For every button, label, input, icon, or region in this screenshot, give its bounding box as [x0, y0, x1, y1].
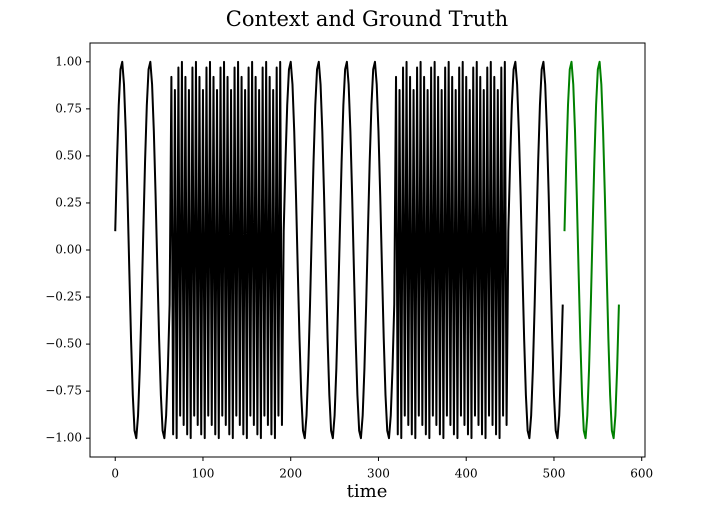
x-tick-label: 400 — [455, 467, 478, 481]
y-tick-label: −1.00 — [45, 431, 82, 445]
x-tick-label: 600 — [630, 467, 653, 481]
x-axis-label: time — [347, 481, 388, 502]
x-tick-label: 200 — [279, 467, 302, 481]
y-tick-label: 0.25 — [55, 195, 82, 209]
y-tick-label: 0.50 — [55, 148, 82, 162]
y-tick-label: 1.00 — [55, 54, 82, 68]
y-tick-label: 0.75 — [55, 101, 82, 115]
x-tick-label: 0 — [111, 467, 119, 481]
y-tick-label: −0.75 — [45, 384, 82, 398]
plot-area — [114, 60, 620, 440]
x-tick-label: 100 — [192, 467, 215, 481]
chart-title: Context and Ground Truth — [226, 7, 508, 31]
y-tick-label: 0.00 — [55, 243, 82, 257]
y-tick-label: −0.50 — [45, 337, 82, 351]
series-line — [114, 60, 564, 440]
y-tick-label: −0.25 — [45, 290, 82, 304]
x-tick-label: 500 — [543, 467, 566, 481]
x-tick-label: 300 — [367, 467, 390, 481]
series-line — [563, 60, 620, 440]
